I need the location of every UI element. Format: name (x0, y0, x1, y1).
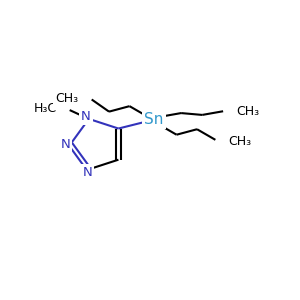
Text: N: N (60, 138, 70, 151)
Text: Sn: Sn (144, 112, 164, 127)
Text: CH₃: CH₃ (229, 135, 252, 148)
Text: CH₃: CH₃ (55, 92, 78, 104)
Text: N: N (82, 166, 92, 179)
Text: N: N (81, 110, 91, 123)
Text: CH₃: CH₃ (236, 105, 260, 118)
Text: H₃C: H₃C (34, 102, 57, 115)
